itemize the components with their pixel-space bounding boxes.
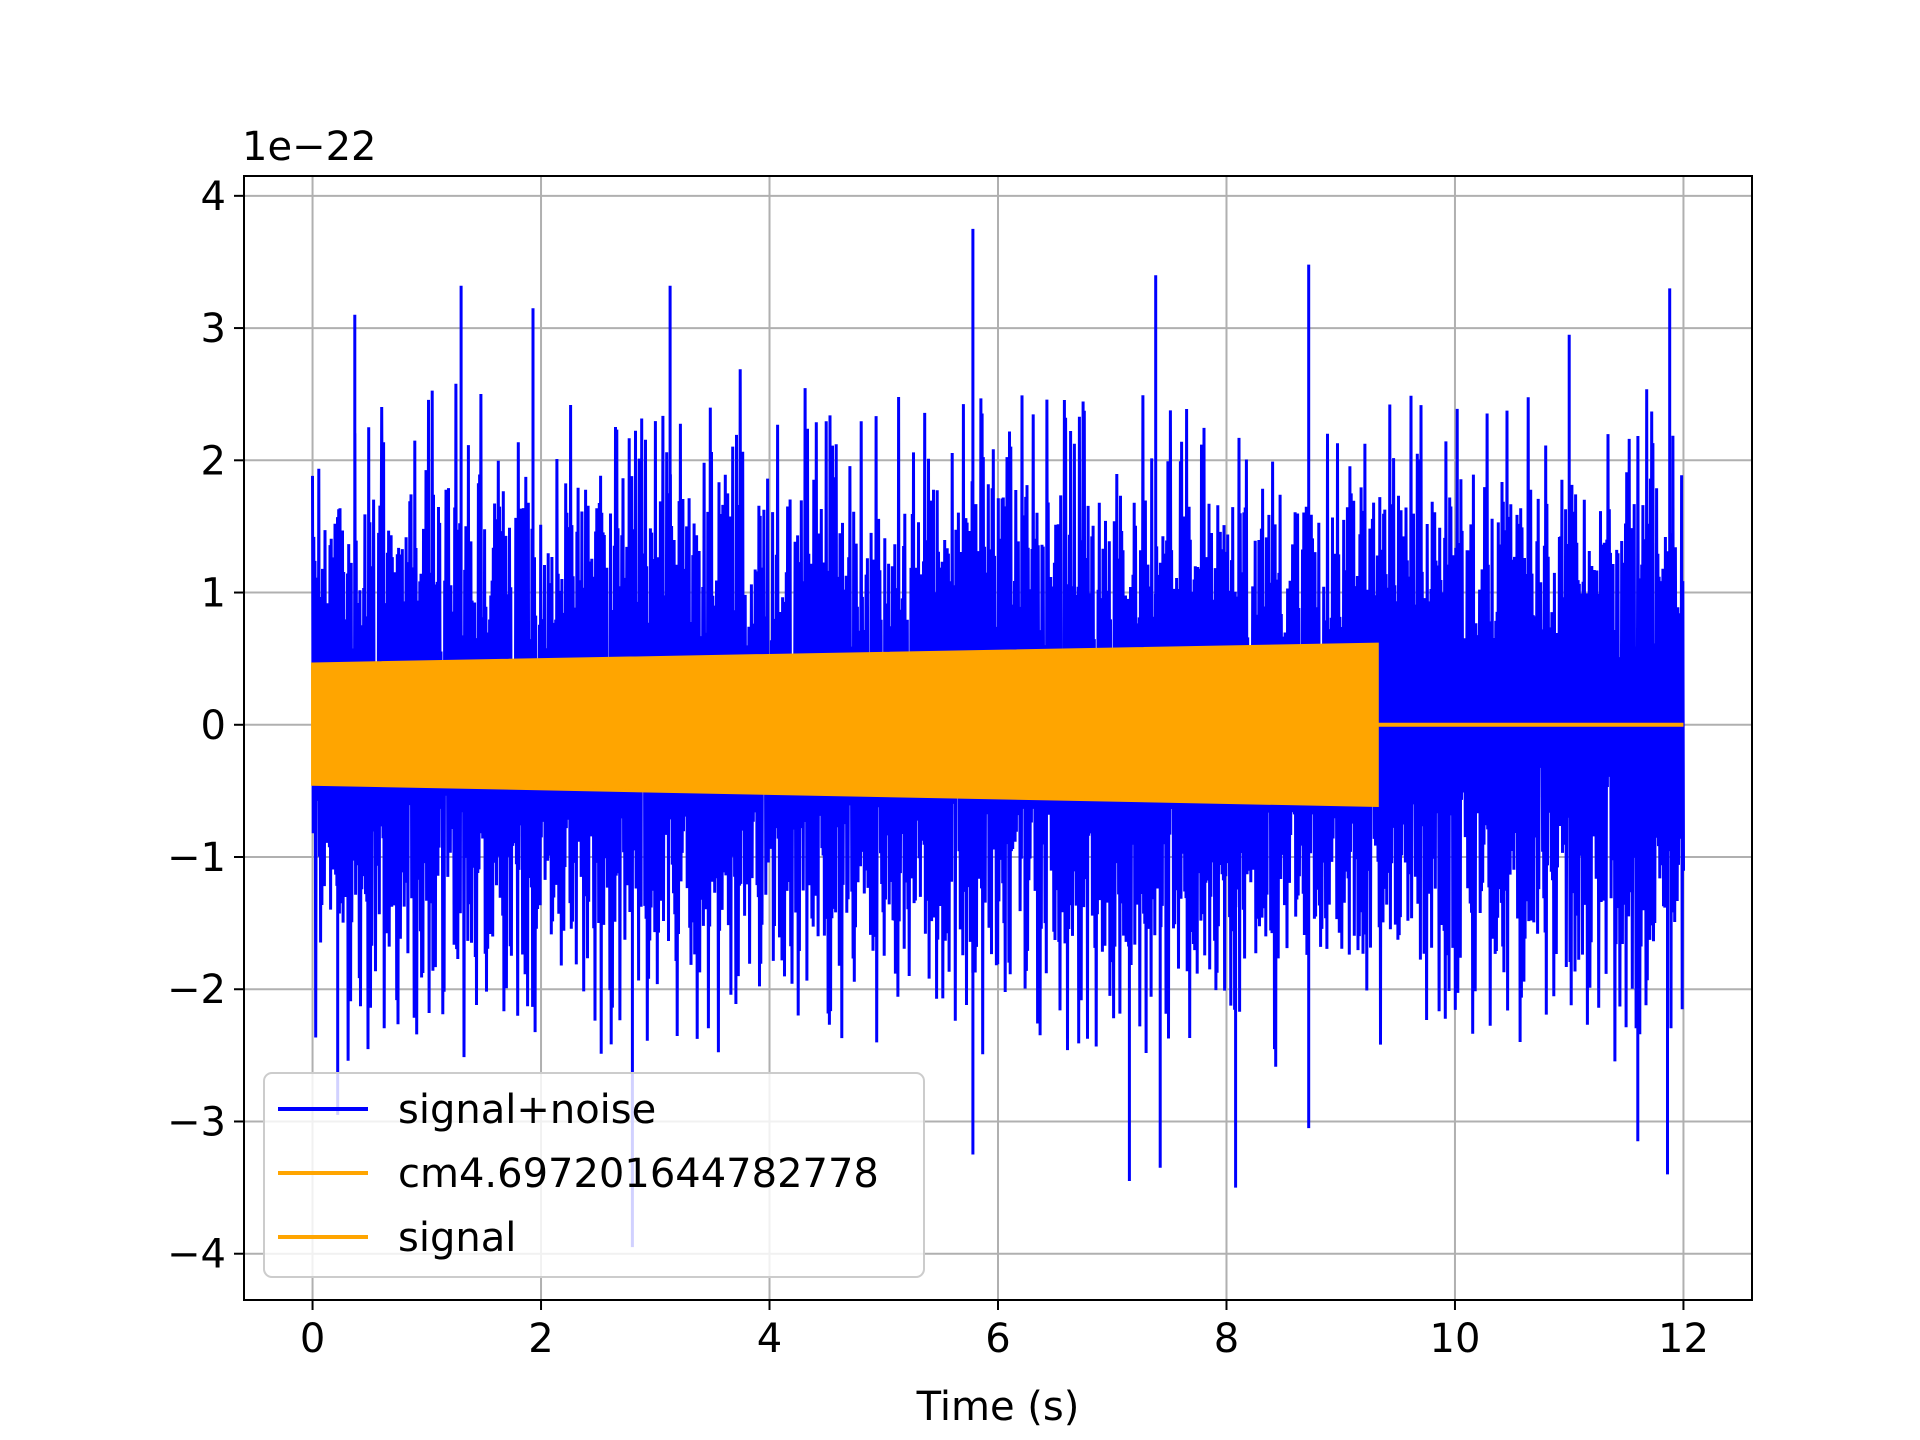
legend-box (263, 1072, 925, 1278)
y-tick-label: 1 (201, 571, 226, 617)
y-offset-label: 1e−22 (242, 124, 376, 170)
legend-label: signal+noise (398, 1087, 656, 1133)
y-tick-label: −3 (167, 1099, 226, 1145)
legend-label: signal (398, 1215, 516, 1261)
x-tick-label: 12 (1658, 1316, 1709, 1362)
x-tick-label: 2 (528, 1316, 553, 1362)
y-tick-label: −4 (167, 1232, 226, 1278)
y-tick-label: 0 (201, 703, 226, 749)
x-tick-label: 8 (1214, 1316, 1239, 1362)
legend: signal+noise cm4.697201644782778 signal (263, 1072, 925, 1278)
x-tick-label: 6 (985, 1316, 1010, 1362)
x-ticks: 0 2 4 6 8 10 12 (300, 1300, 1709, 1362)
x-tick-label: 10 (1430, 1316, 1481, 1362)
y-tick-label: 3 (201, 306, 226, 352)
plot-series (311, 228, 1685, 1248)
y-tick-label: −2 (167, 967, 226, 1013)
legend-label: cm4.697201644782778 (398, 1151, 879, 1197)
series-signal-envelope (311, 642, 1379, 807)
x-axis-label: Time (s) (916, 1384, 1080, 1430)
y-tick-label: 2 (201, 438, 226, 484)
x-tick-label: 4 (757, 1316, 782, 1362)
x-tick-label: 0 (300, 1316, 325, 1362)
y-tick-label: 4 (201, 174, 226, 220)
y-ticks: −4 −3 −2 −1 0 1 2 3 4 (167, 174, 244, 1278)
y-tick-label: −1 (167, 835, 226, 881)
